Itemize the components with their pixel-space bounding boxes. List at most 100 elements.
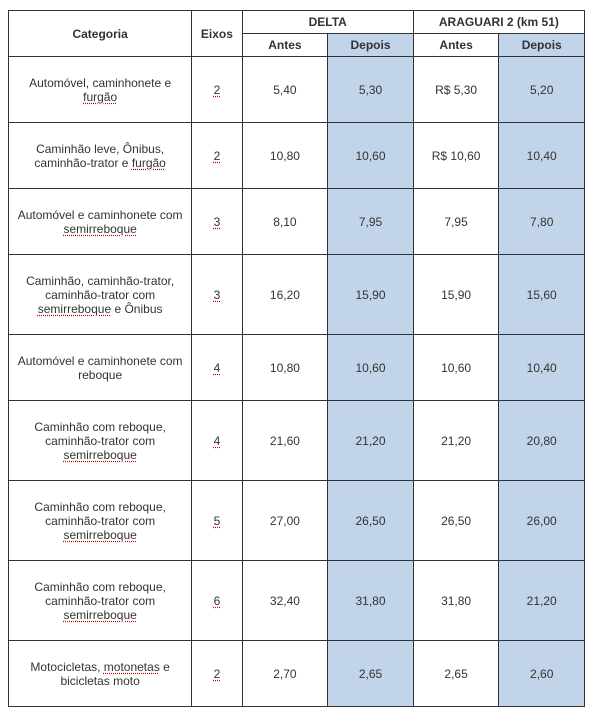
cell-arag-depois: 26,00 (499, 481, 585, 561)
categoria-text: e Ônibus (111, 302, 162, 316)
categoria-text: Caminhão com reboque, caminhão-trator co… (34, 500, 165, 528)
cell-categoria: Caminhão com reboque, caminhão-trator co… (9, 481, 192, 561)
cell-arag-antes: 2,65 (413, 641, 499, 707)
categoria-dotted: semirreboque (63, 528, 136, 542)
eixos-value: 2 (214, 83, 221, 97)
cell-arag-antes: 7,95 (413, 189, 499, 255)
cell-eixos: 2 (192, 123, 242, 189)
header-categoria: Categoria (9, 11, 192, 57)
categoria-dotted: furgão (132, 156, 166, 170)
table-row: Caminhão, caminhão-trator, caminhão-trat… (9, 255, 585, 335)
cell-eixos: 6 (192, 561, 242, 641)
cell-delta-antes: 10,80 (242, 335, 328, 401)
eixos-value: 6 (214, 594, 221, 608)
categoria-text: Automóvel, caminhonete e (29, 76, 171, 90)
cell-arag-depois: 10,40 (499, 335, 585, 401)
table-row: Caminhão com reboque, caminhão-trator co… (9, 561, 585, 641)
table-row: Automóvel e caminhonete com semirreboque… (9, 189, 585, 255)
cell-delta-depois: 10,60 (328, 123, 414, 189)
header-group-delta: DELTA (242, 11, 413, 34)
categoria-dotted: furgão (83, 90, 117, 104)
cell-eixos: 4 (192, 401, 242, 481)
eixos-value: 3 (214, 288, 221, 302)
cell-categoria: Automóvel e caminhonete com reboque (9, 335, 192, 401)
cell-categoria: Automóvel, caminhonete e furgão (9, 57, 192, 123)
cell-delta-antes: 5,40 (242, 57, 328, 123)
cell-arag-antes: 26,50 (413, 481, 499, 561)
cell-arag-depois: 21,20 (499, 561, 585, 641)
cell-arag-antes: R$ 10,60 (413, 123, 499, 189)
categoria-dotted: semirreboque (63, 448, 136, 462)
cell-categoria: Automóvel e caminhonete com semirreboque (9, 189, 192, 255)
cell-categoria: Caminhão com reboque, caminhão-trator co… (9, 561, 192, 641)
cell-eixos: 2 (192, 641, 242, 707)
toll-price-table: Categoria Eixos DELTA ARAGUARI 2 (km 51)… (8, 10, 585, 707)
cell-categoria: Caminhão com reboque, caminhão-trator co… (9, 401, 192, 481)
cell-delta-antes: 16,20 (242, 255, 328, 335)
cell-delta-depois: 7,95 (328, 189, 414, 255)
header-delta-depois: Depois (328, 34, 414, 57)
categoria-text: Caminhão com reboque, caminhão-trator co… (34, 420, 165, 448)
cell-delta-antes: 21,60 (242, 401, 328, 481)
header-group-araguari: ARAGUARI 2 (km 51) (413, 11, 584, 34)
eixos-value: 4 (214, 361, 221, 375)
cell-delta-antes: 32,40 (242, 561, 328, 641)
cell-eixos: 5 (192, 481, 242, 561)
header-delta-antes: Antes (242, 34, 328, 57)
cell-delta-depois: 31,80 (328, 561, 414, 641)
categoria-dotted: semirreboque (63, 222, 136, 236)
eixos-value: 2 (214, 149, 221, 163)
cell-delta-depois: 2,65 (328, 641, 414, 707)
eixos-value: 2 (214, 667, 221, 681)
eixos-value: 3 (214, 215, 221, 229)
cell-delta-depois: 21,20 (328, 401, 414, 481)
table-body: Automóvel, caminhonete e furgão 2 5,405,30… (9, 57, 585, 707)
categoria-text: Automóvel e caminhonete com (18, 208, 183, 222)
table-row: Caminhão leve, Ônibus, caminhão-trator e… (9, 123, 585, 189)
eixos-value: 4 (214, 434, 221, 448)
header-eixos: Eixos (192, 11, 242, 57)
cell-eixos: 2 (192, 57, 242, 123)
cell-delta-depois: 5,30 (328, 57, 414, 123)
cell-categoria: Caminhão leve, Ônibus, caminhão-trator e… (9, 123, 192, 189)
table-row: Caminhão com reboque, caminhão-trator co… (9, 401, 585, 481)
cell-delta-antes: 8,10 (242, 189, 328, 255)
cell-delta-antes: 10,80 (242, 123, 328, 189)
categoria-text: Automóvel e caminhonete com reboque (18, 354, 183, 382)
categoria-text: Caminhão com reboque, caminhão-trator co… (34, 580, 165, 608)
table-row: Automóvel e caminhonete com reboque 4 10,8… (9, 335, 585, 401)
cell-arag-depois: 10,40 (499, 123, 585, 189)
cell-categoria: Caminhão, caminhão-trator, caminhão-trat… (9, 255, 192, 335)
cell-arag-depois: 20,80 (499, 401, 585, 481)
categoria-text: Motocicletas, (30, 660, 103, 674)
categoria-dotted: semirreboque (38, 302, 111, 316)
table-row: Motocicletas, motonetas e bicicletas mot… (9, 641, 585, 707)
cell-arag-depois: 2,60 (499, 641, 585, 707)
cell-eixos: 3 (192, 255, 242, 335)
cell-arag-antes: R$ 5,30 (413, 57, 499, 123)
table-row: Caminhão com reboque, caminhão-trator co… (9, 481, 585, 561)
categoria-dotted: motonetas (104, 660, 160, 674)
table-row: Automóvel, caminhonete e furgão 2 5,405,30… (9, 57, 585, 123)
header-arag-depois: Depois (499, 34, 585, 57)
cell-arag-depois: 15,60 (499, 255, 585, 335)
cell-arag-antes: 10,60 (413, 335, 499, 401)
categoria-dotted: semirreboque (63, 608, 136, 622)
table-header: Categoria Eixos DELTA ARAGUARI 2 (km 51)… (9, 11, 585, 57)
cell-delta-antes: 27,00 (242, 481, 328, 561)
cell-arag-depois: 7,80 (499, 189, 585, 255)
categoria-text: Caminhão, caminhão-trator, caminhão-trat… (26, 274, 174, 302)
cell-delta-depois: 26,50 (328, 481, 414, 561)
cell-arag-depois: 5,20 (499, 57, 585, 123)
cell-delta-depois: 15,90 (328, 255, 414, 335)
cell-arag-antes: 15,90 (413, 255, 499, 335)
eixos-value: 5 (214, 514, 221, 528)
cell-delta-antes: 2,70 (242, 641, 328, 707)
cell-arag-antes: 31,80 (413, 561, 499, 641)
cell-categoria: Motocicletas, motonetas e bicicletas mot… (9, 641, 192, 707)
header-arag-antes: Antes (413, 34, 499, 57)
cell-eixos: 3 (192, 189, 242, 255)
cell-delta-depois: 10,60 (328, 335, 414, 401)
cell-eixos: 4 (192, 335, 242, 401)
cell-arag-antes: 21,20 (413, 401, 499, 481)
